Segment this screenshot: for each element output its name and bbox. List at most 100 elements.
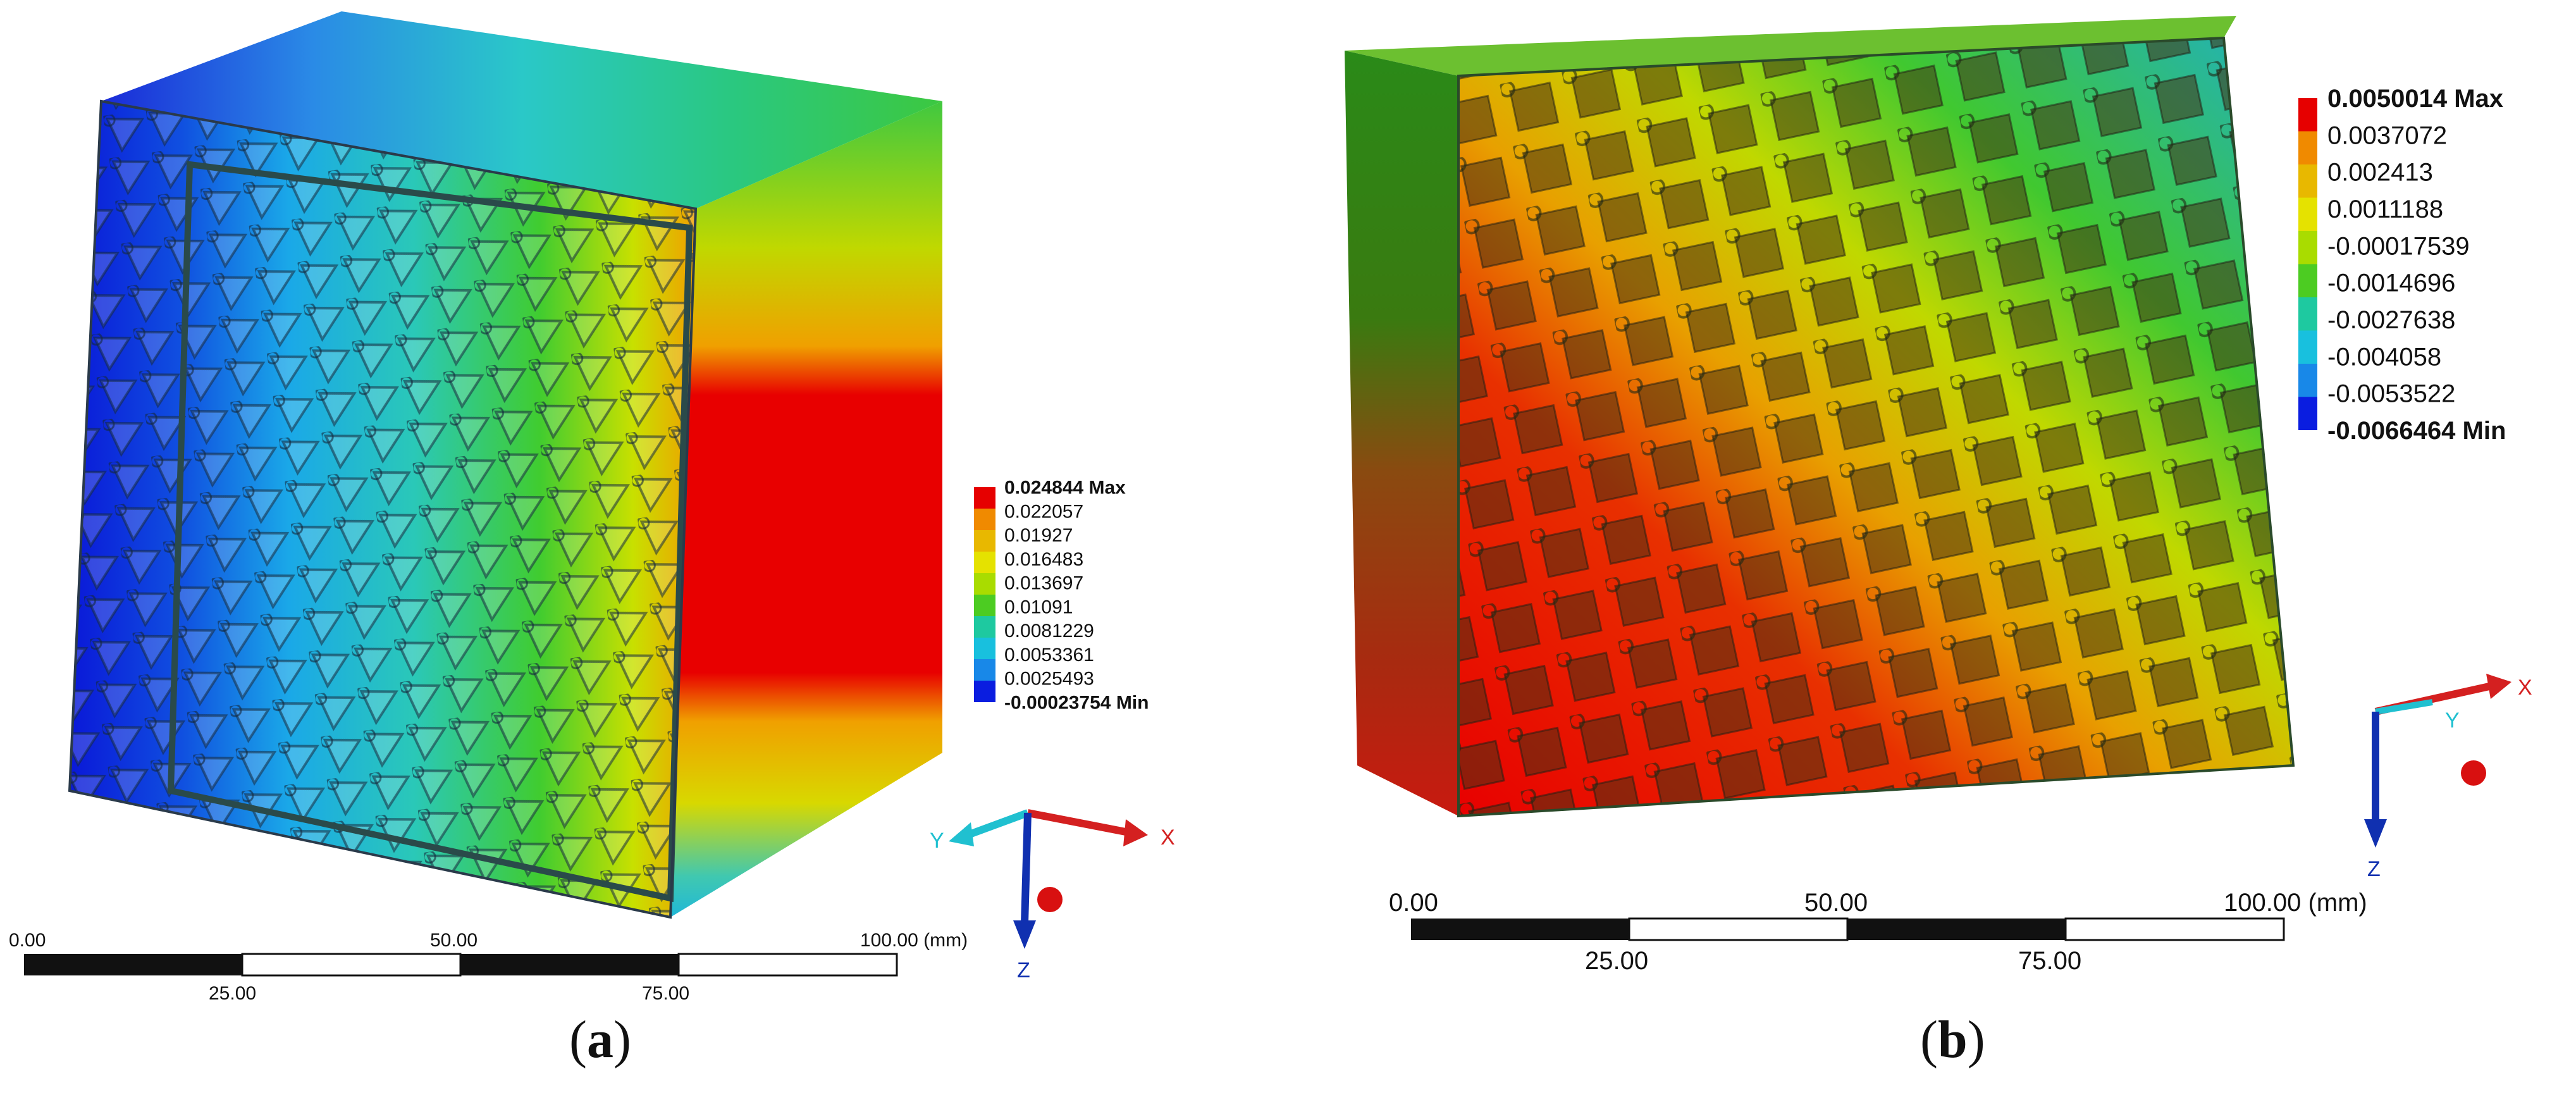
legend-label: 0.01091 xyxy=(1004,597,1073,617)
lattice-cells xyxy=(70,101,696,917)
scale-seg-3 xyxy=(460,954,679,975)
y-axis-label: Y xyxy=(2445,708,2460,733)
scale-label-100: 100.00 (mm) xyxy=(860,930,968,951)
x-axis-arrowhead xyxy=(2486,674,2511,699)
legend-swatch xyxy=(974,659,995,681)
legend-label: -0.0027638 xyxy=(2327,306,2455,334)
legend-min-label: -0.0066464 Min xyxy=(2327,417,2506,445)
legend-swatch xyxy=(2298,264,2317,297)
caption-b: (b) xyxy=(1920,1009,1985,1070)
scale-seg-1 xyxy=(24,954,242,975)
legend-label: 0.002413 xyxy=(2327,159,2433,187)
legend-label: 0.016483 xyxy=(1004,549,1083,570)
scale-seg-3 xyxy=(1847,919,2066,940)
legend-swatch xyxy=(2298,98,2317,132)
legend-swatch xyxy=(2298,330,2317,364)
scale-label-0: 0.00 xyxy=(9,930,46,951)
scale-seg-2 xyxy=(241,953,462,977)
caption-open: ( xyxy=(569,1010,587,1069)
block-outline xyxy=(1457,36,2295,818)
legend-swatch xyxy=(2298,131,2317,164)
panel-a-figure: 0.024844 Max 0.022057 0.01927 0.016483 0.013… xyxy=(9,11,1175,1004)
legend-label: -0.004058 xyxy=(2327,343,2441,371)
legend-label: -0.0053522 xyxy=(2327,380,2455,408)
y-axis-label: Y xyxy=(930,829,944,853)
scale-seg-4 xyxy=(2064,917,2285,941)
panel-a: 0.024844 Max 0.022057 0.01927 0.016483 0.013… xyxy=(9,11,1175,1070)
legend-swatch xyxy=(2298,231,2317,264)
legend-label: 0.0081229 xyxy=(1004,621,1094,641)
legend-swatch xyxy=(974,530,995,552)
legend-label: 0.0037072 xyxy=(2327,121,2447,149)
x-axis-label: X xyxy=(1161,826,1175,850)
z-axis-label: Z xyxy=(2367,857,2381,881)
caption-letter: a xyxy=(586,1010,613,1069)
scale-bar-b: 0.00 50.00 100.00 (mm) 25.00 75.00 xyxy=(1389,889,2367,975)
legend-label: -0.0014696 xyxy=(2327,269,2455,297)
caption-letter: b xyxy=(1937,1010,1968,1069)
legend-swatch xyxy=(2298,164,2317,198)
scale-seg-2 xyxy=(1628,917,1849,941)
axis-triad-a: X Y Z xyxy=(930,809,1175,982)
origin-marker xyxy=(1037,887,1063,912)
legend-swatch xyxy=(974,681,995,702)
legend-max-label: 0.0050014 Max xyxy=(2327,85,2503,113)
panel-b-figure: 0.0050014 Max 0.0037072 0.002413 0.0011188 -… xyxy=(1345,16,2532,975)
x-axis-label: X xyxy=(2518,676,2532,700)
scale-seg-4 xyxy=(677,953,898,977)
scale-label-75: 75.00 xyxy=(2018,947,2081,975)
scale-label-0: 0.00 xyxy=(1389,889,1438,917)
legend-a: 0.024844 Max 0.022057 0.01927 0.016483 0.013… xyxy=(974,478,1149,714)
legend-swatch xyxy=(974,552,995,573)
legend-swatch xyxy=(974,616,995,638)
legend-swatch xyxy=(974,487,995,509)
legend-swatch xyxy=(2298,364,2317,397)
axis-triad-b: X Y Z xyxy=(2364,674,2532,881)
y-axis-arrow xyxy=(2375,699,2433,715)
y-axis-arrow xyxy=(966,809,1030,839)
legend-swatch xyxy=(974,595,995,616)
legend-swatch xyxy=(2298,297,2317,331)
caption-close: ) xyxy=(1967,1010,1985,1069)
z-axis-arrowhead xyxy=(2364,819,2387,848)
legend-label: 0.0025493 xyxy=(1004,669,1094,690)
scale-label-50: 50.00 xyxy=(430,930,478,951)
z-axis-arrow xyxy=(1021,812,1032,924)
scale-seg-1 xyxy=(1411,919,1629,940)
block-top-face xyxy=(101,11,942,209)
z-axis-arrowhead xyxy=(1013,920,1036,949)
caption-a: (a) xyxy=(569,1009,631,1070)
scale-label-25: 25.00 xyxy=(209,983,256,1004)
scale-label-100: 100.00 (mm) xyxy=(2224,889,2367,917)
origin-marker xyxy=(2461,760,2486,786)
caption-open: ( xyxy=(1920,1010,1938,1069)
caption-close: ) xyxy=(613,1010,631,1069)
block-side-face xyxy=(1345,51,1458,816)
legend-max-label: 0.024844 Max xyxy=(1004,478,1126,498)
scale-label-25: 25.00 xyxy=(1585,947,1648,975)
legend-label: 0.0053361 xyxy=(1004,645,1094,665)
y-axis-arrowhead xyxy=(949,822,974,846)
legend-min-label: -0.00023754 Min xyxy=(1004,693,1149,714)
legend-label: 0.013697 xyxy=(1004,573,1083,594)
x-axis-arrow xyxy=(1026,809,1127,836)
legend-swatch xyxy=(974,573,995,595)
legend-swatch xyxy=(2298,197,2317,231)
legend-label: -0.00017539 xyxy=(2327,232,2470,260)
panel-b: 0.0050014 Max 0.0037072 0.002413 0.0011188 -… xyxy=(1288,0,2576,1095)
legend-label: 0.0011188 xyxy=(2327,195,2443,223)
legend-label: 0.022057 xyxy=(1004,501,1083,522)
scale-bar-a: 0.00 50.00 100.00 (mm) 25.00 75.00 xyxy=(9,930,968,1004)
z-axis-label: Z xyxy=(1017,958,1030,982)
block-side-face xyxy=(670,101,942,917)
block-outline xyxy=(68,99,698,919)
lattice-cells xyxy=(1458,38,2293,816)
legend-swatch xyxy=(2298,397,2317,430)
scale-label-75: 75.00 xyxy=(642,983,689,1004)
scale-label-50: 50.00 xyxy=(1804,889,1868,917)
legend-b: 0.0050014 Max 0.0037072 0.002413 0.0011188 -… xyxy=(2298,85,2506,445)
x-axis-arrowhead xyxy=(1123,819,1148,846)
legend-label: 0.01927 xyxy=(1004,525,1073,546)
legend-swatch xyxy=(974,509,995,530)
legend-swatch xyxy=(974,638,995,659)
